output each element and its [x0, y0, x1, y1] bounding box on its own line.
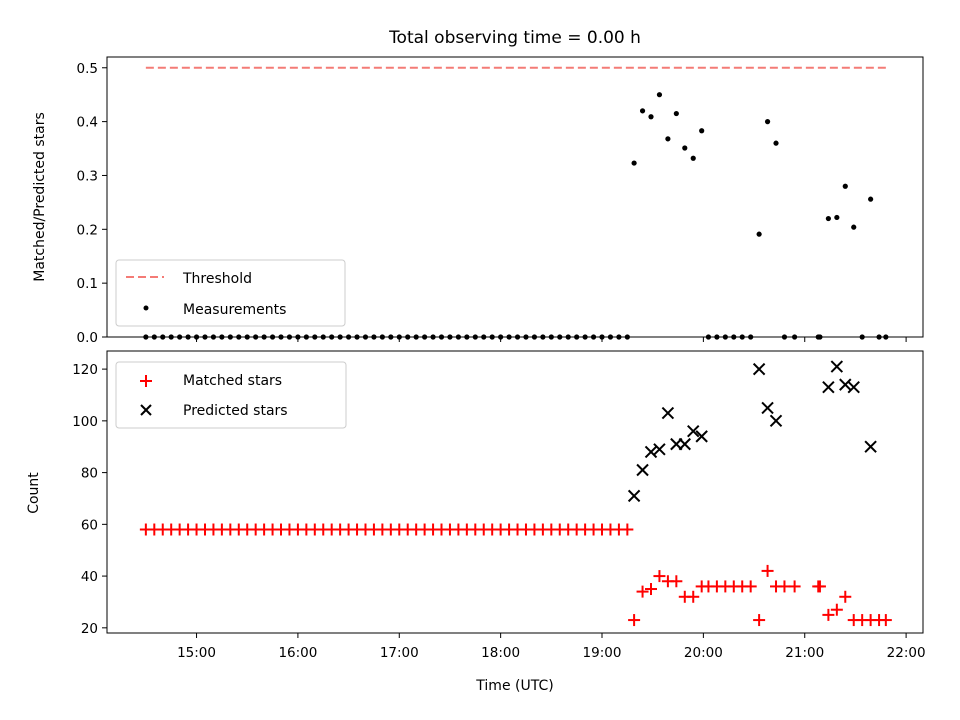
matched-star-point [839, 590, 852, 603]
measurement-point [851, 224, 857, 230]
measurement-point [756, 231, 762, 237]
predicted-star-point [769, 414, 783, 428]
bottom-y-tick-label: 20 [81, 621, 98, 637]
measurement-point [648, 114, 654, 120]
measurement-point [764, 119, 771, 125]
top-y-tick-label: 0.5 [77, 61, 98, 77]
chart-title: Total observing time = 0.00 h [388, 28, 641, 48]
predicted-star-point [761, 401, 774, 415]
legend-predicted-swatch [140, 404, 152, 416]
x-tick-label: 18:00 [481, 645, 520, 661]
matched-star-point [879, 614, 892, 627]
matched-star-point [778, 580, 791, 593]
top-y-tick-label: 0.3 [77, 168, 98, 184]
matched-star-point [788, 580, 801, 593]
measurement-point [673, 110, 679, 117]
measurement-point [639, 108, 646, 114]
predicted-star-point [653, 443, 666, 456]
predicted-star-point [830, 360, 844, 373]
bottom-legend: Matched stars Predicted stars [115, 361, 347, 429]
predicted-star-point [695, 430, 708, 443]
measurement-point [825, 215, 831, 222]
legend-measurements-label: Measurements [183, 302, 286, 318]
predicted-star-point [864, 440, 877, 453]
matched-star-point [753, 614, 766, 627]
measurement-point [842, 183, 848, 189]
bottom-y-tick-label: 120 [72, 362, 98, 378]
top-panel: 0.0 0.1 0.2 0.3 0.4 0.5 Matched/Predicted sta… [32, 56, 924, 346]
matched-star-point [813, 580, 826, 593]
matched-star-point [636, 585, 649, 598]
bottom-y-tick-label: 40 [81, 569, 98, 585]
x-tick-label: 17:00 [380, 645, 419, 661]
measurement-point [631, 160, 637, 166]
matched-star-point [687, 590, 700, 603]
matched-star-point [670, 575, 683, 588]
x-tick-label: 15:00 [177, 645, 216, 661]
matched-star-point [653, 570, 666, 583]
x-axis-label: Time (UTC) [475, 678, 553, 694]
bottom-y-tick-label: 100 [72, 414, 98, 430]
matched-star-point [761, 564, 774, 577]
measurement-point [656, 92, 663, 98]
predicted-star-point [687, 424, 700, 438]
matched-star-point [628, 614, 641, 627]
measurement-point [682, 145, 688, 151]
measurement-point [834, 214, 840, 221]
measurement-point [699, 128, 705, 134]
top-y-tick-label: 0.4 [77, 115, 98, 131]
bottom-panel: 20 40 60 80 100 120 15:00 16:00 17:00 18:00 19:00… [26, 350, 926, 694]
top-legend: Threshold Measurements [115, 259, 346, 327]
predicted-star-point [661, 406, 675, 420]
x-tick-label: 19:00 [583, 645, 622, 661]
x-tick-label: 20:00 [684, 645, 723, 661]
measurement-point [773, 140, 779, 146]
x-tick-label: 21:00 [785, 645, 824, 661]
legend-predicted-label: Predicted stars [183, 403, 288, 419]
measurement-point [868, 196, 874, 202]
top-y-tick-label: 0.0 [77, 330, 98, 346]
bottom-y-axis-label: Count [26, 472, 42, 514]
x-tick-label: 16:00 [278, 645, 317, 661]
top-y-tick-label: 0.2 [77, 222, 98, 238]
measurement-point [665, 136, 671, 142]
measurement-point [690, 155, 696, 161]
matched-star-point [744, 580, 757, 593]
predicted-star-point [847, 381, 860, 394]
legend-matched-swatch [140, 375, 152, 387]
predicted-star-point [822, 381, 835, 394]
x-tick-label: 22:00 [887, 645, 926, 661]
bottom-plot-frame [106, 350, 924, 634]
legend-matched-label: Matched stars [183, 373, 282, 389]
legend-measurements-swatch [143, 305, 149, 311]
predicted-star-point [644, 445, 658, 459]
predicted-star-point [839, 378, 852, 391]
matched-star-point [645, 583, 657, 596]
bottom-y-tick-label: 60 [81, 517, 98, 533]
predicted-star-point [627, 489, 641, 503]
top-plot-frame [106, 56, 924, 338]
predicted-star-point [636, 463, 649, 477]
bottom-y-tick-label: 80 [81, 466, 98, 482]
predicted-star-point [752, 362, 766, 376]
legend-threshold-label: Threshold [182, 271, 252, 287]
matched-star-point [621, 523, 634, 536]
predicted-star-point [678, 437, 691, 451]
matched-star-point [830, 603, 843, 616]
matched-star-point [822, 608, 835, 621]
top-y-tick-label: 0.1 [77, 276, 98, 292]
top-y-axis-label: Matched/Predicted stars [32, 112, 48, 282]
